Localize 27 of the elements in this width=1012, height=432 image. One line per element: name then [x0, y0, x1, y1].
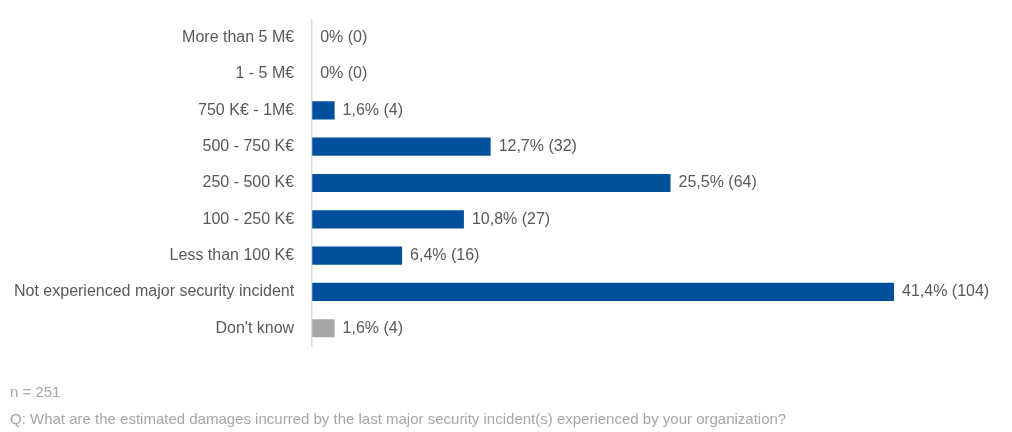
- y-tick-label: Not experienced major security incident: [13, 282, 295, 300]
- data-label: 10,8% (27): [471, 209, 551, 227]
- data-label: 6,4% (16): [410, 246, 480, 264]
- data-label: 25,5% (64): [678, 173, 757, 191]
- data-label: 1,6% (4): [342, 100, 404, 118]
- y-tick-label: 1 - 5 M€: [235, 64, 295, 82]
- bar: [312, 319, 335, 338]
- y-tick-label: 250 - 500 K€: [202, 173, 295, 191]
- y-tick-label: 750 K€ - 1M€: [198, 100, 295, 118]
- y-tick-label: More than 5 M€: [182, 28, 295, 46]
- bar: [312, 246, 403, 265]
- data-label: 1,6% (4): [342, 318, 404, 336]
- bar: [312, 137, 491, 156]
- y-tick-label: 500 - 750 K€: [202, 137, 295, 155]
- y-tick-label: Less than 100 K€: [169, 246, 295, 264]
- bar: [312, 173, 671, 193]
- y-tick-label: 100 - 250 K€: [202, 209, 295, 227]
- text: Q: What are the estimated damages incurred by the last major security incident(s) experienced by your organization?: [10, 409, 787, 429]
- data-label: 0% (0): [320, 28, 368, 46]
- data-label: 41,4% (104): [902, 282, 990, 300]
- y-tick-label: Don't know: [215, 318, 295, 336]
- bar: [312, 210, 464, 229]
- text: n = 251: [10, 382, 62, 402]
- data-label: 0% (0): [320, 64, 368, 82]
- bar: [312, 101, 335, 120]
- bar: [312, 282, 894, 302]
- data-label: 12,7% (32): [498, 137, 577, 155]
